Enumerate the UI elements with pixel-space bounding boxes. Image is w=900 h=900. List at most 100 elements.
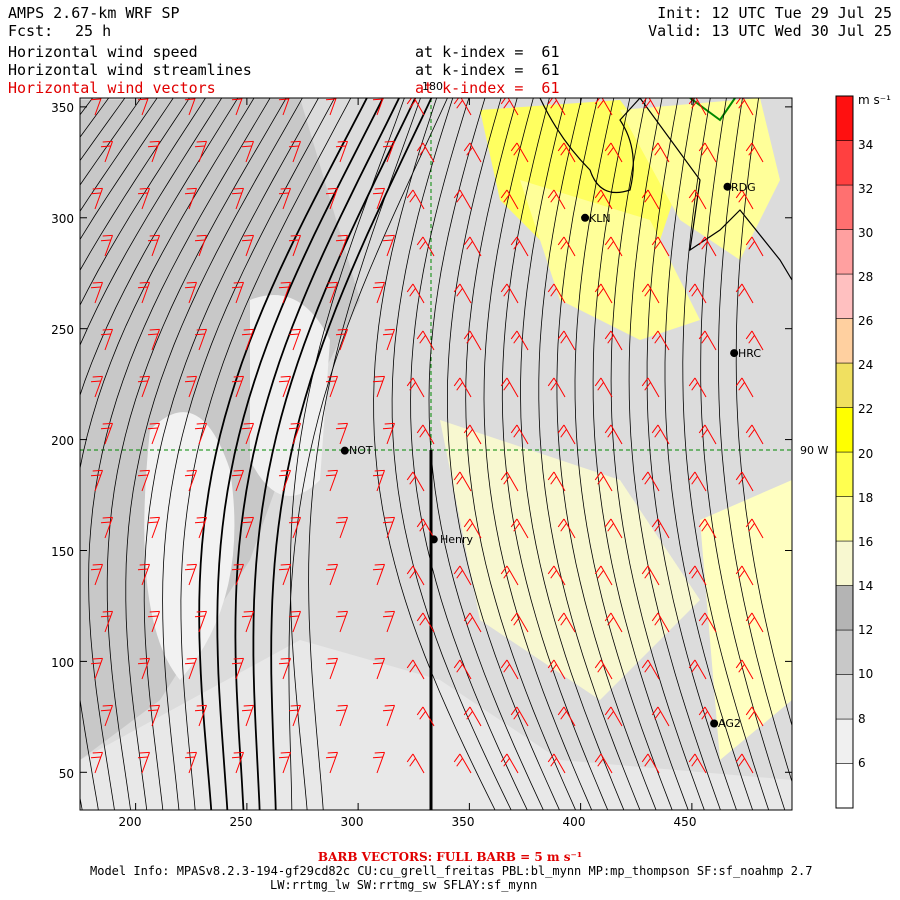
speed-region-low-2 [250,295,330,496]
wind-barb-flag [372,756,383,759]
meridian-label: 180 [422,80,443,93]
wind-barb-flag [419,334,426,344]
wind-barb [604,330,623,351]
wind-barb [557,518,576,539]
wind-barb [651,612,670,633]
wind-barb-flag [194,709,205,712]
wind-barb-shaft [412,98,425,116]
coastline-2 [639,98,792,281]
streamline [308,98,421,810]
wind-barb-flag [547,753,555,763]
wind-barb-shaft [694,753,707,774]
wind-barb-shaft [553,189,566,210]
wind-barb-flag [419,146,426,156]
wind-barb-flag [644,569,651,579]
wind-barb-flag [241,709,252,712]
wind-barb-flag [594,377,602,387]
wind-barb-flag [466,240,473,250]
wind-barb [90,751,103,774]
wind-barb-shaft [422,424,435,445]
speed-region-low [144,412,235,680]
wind-barb-shaft [563,612,576,633]
wind-barb-shaft [94,658,103,680]
wind-barb-flag [557,612,565,622]
wind-barb-flag [641,98,649,105]
wind-barb-flag [137,756,148,759]
wind-barb [325,563,338,586]
wind-barb [735,283,754,304]
wind-barb-flag [594,471,602,481]
station-marker [710,719,719,728]
wind-barb-shaft [553,471,566,492]
wind-barb-flag [406,377,414,387]
wind-barb-shaft [600,659,613,680]
wind-barb [100,516,113,539]
wind-barb [594,659,613,680]
wind-barb-flag [735,98,743,105]
streamline [198,98,368,810]
wind-barb-flag [90,474,101,477]
wind-barb-flag [194,521,205,524]
wind-barb [416,612,435,633]
wind-barb [372,187,385,210]
wind-barb-shaft [188,658,197,680]
wind-barb-flag [196,516,207,519]
wind-barb-shaft [235,658,244,680]
wind-barb-flag [147,521,158,524]
streamline [735,98,792,728]
y-tick-label-100: 100 [51,656,74,670]
wind-barb-flag [231,286,242,289]
wind-barb-flag [335,709,346,712]
wind-barb [500,753,519,774]
wind-barb-flag [241,145,252,148]
wind-barb-flag [137,474,148,477]
wind-barb-flag [186,657,197,660]
wind-barb [325,187,338,210]
wind-barb [604,612,623,633]
wind-barb-flag [453,659,461,669]
wind-barb [745,612,764,633]
wind-barb-flag [327,563,338,566]
wind-barb-shaft [235,282,244,304]
wind-barb-flag [147,427,158,430]
wind-barb-flag [641,189,649,199]
wind-barb [184,657,197,680]
wind-barb-flag [243,140,254,143]
station-label-hrc: HRC [738,347,762,360]
wind-barb-shaft [282,564,291,586]
wind-barb-flag [557,330,565,340]
wind-barb-shaft [741,471,754,492]
wind-barb-shaft [141,752,150,774]
wind-barb-flag [90,192,101,195]
streamline [373,98,496,810]
wind-barb [500,659,519,680]
wind-barb-flag [641,565,649,575]
wind-barb [416,424,435,445]
wind-barb [510,518,529,539]
wind-barb-flag [735,377,743,387]
wind-barb-shaft [412,565,425,586]
wind-barb-flag [384,140,395,143]
wind-barb-shaft [694,659,707,680]
wind-barb-shaft [141,282,150,304]
wind-barb-flag [278,380,289,383]
wind-barb-shaft [329,564,338,586]
wind-barb-flag [147,145,158,148]
streamline [428,98,544,810]
wind-barb-shaft [610,706,623,727]
wind-barb-flag [513,616,520,626]
wind-barb-flag [382,333,393,336]
wind-barb-shaft [386,611,395,633]
wind-barb-flag [644,475,651,485]
wind-barb [194,704,207,727]
wind-barb-shaft [376,188,385,210]
streamline [106,98,287,810]
wind-barb [372,98,385,116]
wind-barb-flag [594,283,602,293]
wind-barb-flag [547,471,555,481]
wind-barb [641,471,660,492]
wind-barb-flag [384,704,395,707]
wind-barb-flag [500,377,508,387]
wind-barb-flag [90,380,101,383]
